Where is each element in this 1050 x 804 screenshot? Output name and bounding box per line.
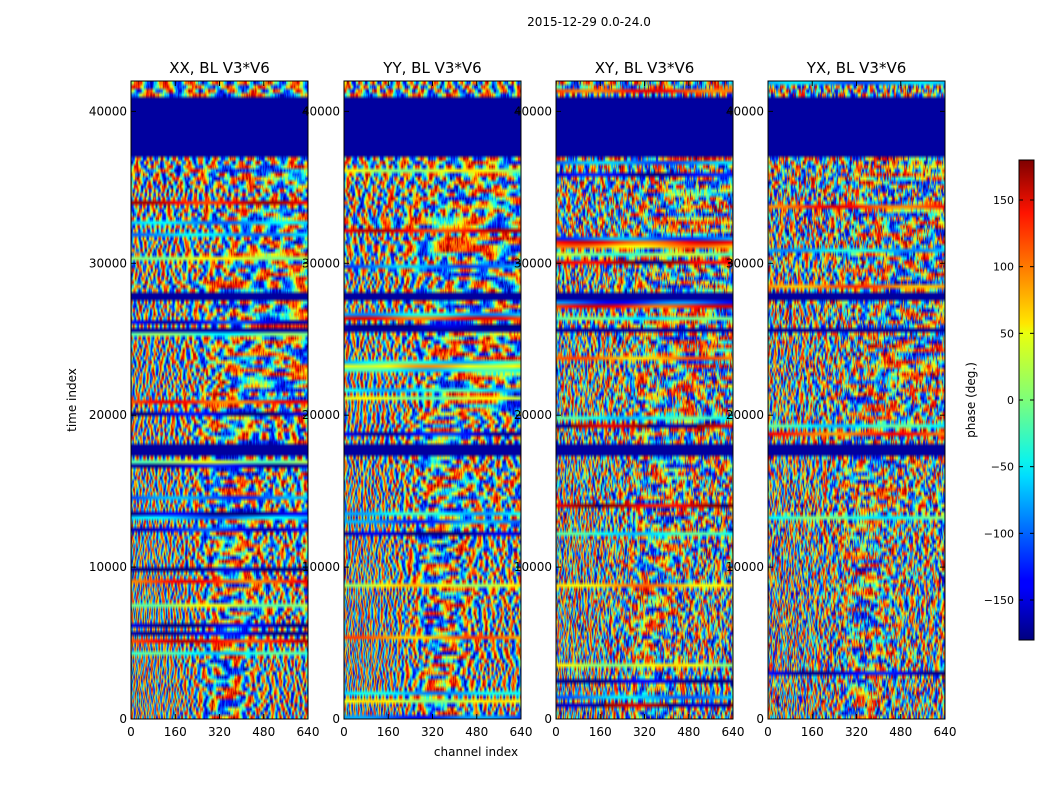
x-tick-label: 160: [164, 725, 187, 739]
y-tick-label: 20000: [726, 408, 764, 422]
y-tick-label: 0: [119, 712, 127, 726]
y-tick-label: 0: [756, 712, 764, 726]
colorbar-tick-label: 150: [993, 194, 1014, 207]
x-tick-label: 320: [845, 725, 868, 739]
x-tick-label: 480: [889, 725, 912, 739]
y-tick-label: 40000: [302, 104, 340, 118]
colorbar-label: phase (deg.): [964, 362, 978, 438]
x-axis-label: channel index: [434, 745, 518, 759]
colorbar-tick-label: −150: [984, 594, 1014, 607]
panel-4: YX, BL V3*V6 0 160 320 480 640 0 10000 20000 3000…: [726, 59, 957, 739]
y-tick-label: 40000: [89, 104, 127, 118]
x-tick-label: 640: [510, 725, 533, 739]
colorbar-tick-label: 50: [1000, 327, 1014, 340]
x-tick-label: 160: [377, 725, 400, 739]
panel-3: XY, BL V3*V6 0 160 320 480 640 0 10000 20000 3000…: [514, 59, 745, 739]
colorbar-tick-label: 0: [1007, 394, 1014, 407]
colorbar: 150 100 50 0 −50 −100 −150 phase (deg.): [964, 159, 1035, 641]
x-tick-label: 0: [340, 725, 348, 739]
x-tick-label: 0: [127, 725, 135, 739]
x-tick-label: 640: [297, 725, 320, 739]
y-tick-label: 30000: [726, 256, 764, 270]
heatmap-image: [768, 81, 945, 719]
panels-group: XX, BL V3*V6 0 160 320 480 640 0 10000 20000 3000…: [89, 59, 957, 739]
y-tick-label: 40000: [514, 104, 552, 118]
y-axis-label: time index: [65, 368, 79, 432]
x-tick-label: 0: [552, 725, 560, 739]
panel-title: YX, BL V3*V6: [806, 59, 907, 77]
x-tick-label: 480: [677, 725, 700, 739]
y-tick-label: 0: [544, 712, 552, 726]
x-tick-label: 160: [589, 725, 612, 739]
x-tick-label: 320: [208, 725, 231, 739]
x-tick-label: 320: [421, 725, 444, 739]
y-tick-label: 10000: [89, 560, 127, 574]
x-tick-label: 480: [252, 725, 275, 739]
x-tick-label: 480: [465, 725, 488, 739]
y-tick-label: 20000: [302, 408, 340, 422]
x-tick-label: 640: [934, 725, 957, 739]
panel-1: XX, BL V3*V6 0 160 320 480 640 0 10000 20000 3000…: [89, 59, 320, 739]
y-tick-label: 20000: [89, 408, 127, 422]
colorbar-tick-label: 100: [993, 261, 1014, 274]
y-tick-label: 0: [332, 712, 340, 726]
x-tick-label: 640: [722, 725, 745, 739]
y-tick-label: 10000: [726, 560, 764, 574]
y-tick-label: 10000: [514, 560, 552, 574]
panel-2: YY, BL V3*V6 0 160 320 480 640 0 10000 20000 3000…: [302, 59, 533, 739]
heatmap-image: [344, 81, 521, 719]
y-tick-label: 40000: [726, 104, 764, 118]
heatmap-image: [556, 81, 733, 719]
y-tick-label: 30000: [89, 256, 127, 270]
colorbar-tick-label: −50: [991, 461, 1014, 474]
colorbar-tick-label: −100: [984, 527, 1014, 540]
colorbar-ticks: 150 100 50 0 −50 −100 −150: [984, 194, 1034, 607]
heatmap-image: [131, 81, 308, 719]
y-tick-label: 10000: [302, 560, 340, 574]
y-tick-label: 20000: [514, 408, 552, 422]
x-tick-label: 320: [633, 725, 656, 739]
x-tick-label: 160: [801, 725, 824, 739]
y-tick-label: 30000: [514, 256, 552, 270]
panel-title: XY, BL V3*V6: [595, 59, 695, 77]
panel-title: YY, BL V3*V6: [382, 59, 481, 77]
y-tick-label: 30000: [302, 256, 340, 270]
x-tick-label: 0: [764, 725, 772, 739]
panel-title: XX, BL V3*V6: [169, 59, 270, 77]
figure-suptitle: 2015-12-29 0.0-24.0: [527, 15, 651, 29]
